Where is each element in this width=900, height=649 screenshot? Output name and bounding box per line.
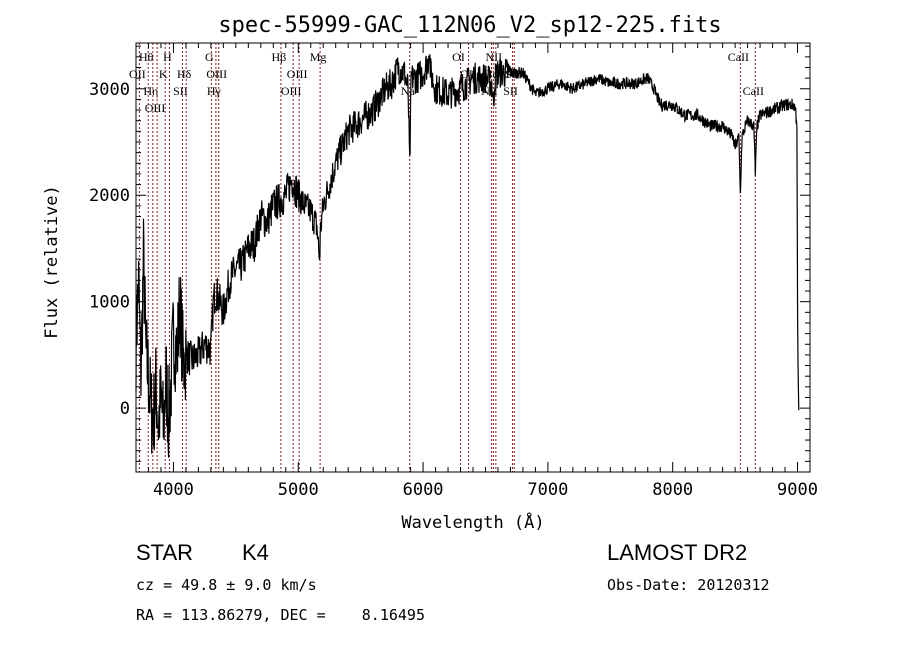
spectral-line-label: OII <box>129 67 146 81</box>
spectral-line-label: K <box>159 67 168 81</box>
object-subclass: K4 <box>242 540 269 565</box>
x-tick-label: 4000 <box>153 480 194 500</box>
redshift-text: cz = 49.8 ± 9.0 km/s <box>136 576 317 594</box>
y-tick-label: 3000 <box>89 80 130 100</box>
object-class: STAR <box>136 540 193 565</box>
y-tick-label: 0 <box>120 399 130 419</box>
spectral-line-label: SII <box>503 84 518 98</box>
spectral-line-label: G <box>205 50 214 64</box>
spectral-line-label: CaII <box>743 84 764 98</box>
spectral-line-label: SII <box>173 84 188 98</box>
plot-frame <box>135 42 811 473</box>
x-axis-label: Wavelength (Å) <box>401 511 544 533</box>
chart-title: spec-55999-GAC_112N06_V2_sp12-225.fits <box>218 13 721 38</box>
spectral-line-label: Hθ <box>139 50 154 64</box>
x-tick-label: 7000 <box>527 480 568 500</box>
spectral-line-label: Hη <box>143 84 158 98</box>
y-tick-label: 1000 <box>89 293 130 313</box>
spectrum-line <box>135 54 800 458</box>
x-tick-label: 6000 <box>403 480 444 500</box>
axis-ticks: 4000 5000 6000 7000 8000 9000 0 1000 2000 3000 <box>89 43 818 500</box>
x-tick-label: 8000 <box>652 480 693 500</box>
spectral-line-label: NII <box>486 50 503 64</box>
obs-date: Obs-Date: 20120312 <box>607 576 770 594</box>
y-tick-label: 2000 <box>89 186 130 206</box>
spectral-line-label: OIII <box>145 101 166 115</box>
x-tick-label: 9000 <box>777 480 818 500</box>
y-axis-label: Flux (relative) <box>42 185 62 339</box>
survey-label: LAMOST DR2 <box>607 540 747 565</box>
spectral-line-label: OIII <box>281 84 302 98</box>
spectral-line-label: OIII <box>206 67 227 81</box>
spectral-line-label: Hδ <box>177 67 192 81</box>
spectral-line-label: OIII <box>287 67 308 81</box>
spectral-line-label: Mg <box>310 50 327 64</box>
spectral-lines: OIIHθHηOIIIKHSIIHδGHγOIIIHβOIIIOIIIMgNaO… <box>129 43 764 472</box>
coordinates-text: RA = 113.86279, DEC = 8.16495 <box>136 606 425 624</box>
spectral-line-label: H <box>163 50 172 64</box>
x-tick-label: 5000 <box>278 480 319 500</box>
spectral-line-label: CaII <box>728 50 749 64</box>
spectral-line-label: Hγ <box>207 84 222 98</box>
spectral-line-label: OI <box>452 50 465 64</box>
spectral-line-label: Hβ <box>272 50 287 64</box>
